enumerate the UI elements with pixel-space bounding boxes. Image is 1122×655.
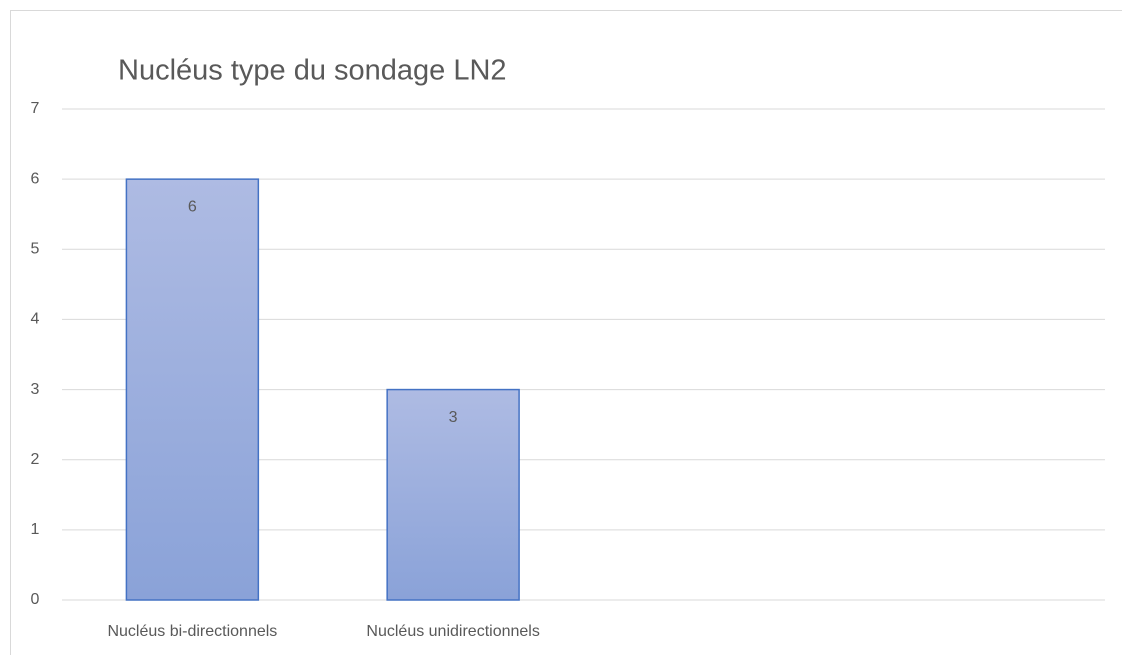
y-tick-label: 2	[31, 451, 40, 468]
bar	[125, 178, 260, 601]
data-label: 6	[188, 198, 197, 215]
y-tick-label: 4	[31, 311, 40, 328]
chart-title: Nucléus type du sondage LN2	[118, 55, 507, 87]
chart-frame	[10, 10, 1122, 655]
x-tick-label: Nucléus bi-directionnels	[107, 623, 277, 640]
y-tick-label: 3	[31, 381, 40, 398]
data-label: 3	[449, 409, 458, 426]
y-tick-label: 1	[31, 521, 40, 538]
y-tick-label: 6	[31, 170, 40, 187]
y-tick-label: 5	[31, 241, 40, 258]
x-tick-label: Nucléus unidirectionnels	[366, 623, 539, 640]
bar	[386, 388, 520, 601]
y-tick-label: 0	[31, 591, 40, 608]
y-tick-label: 7	[31, 100, 40, 117]
